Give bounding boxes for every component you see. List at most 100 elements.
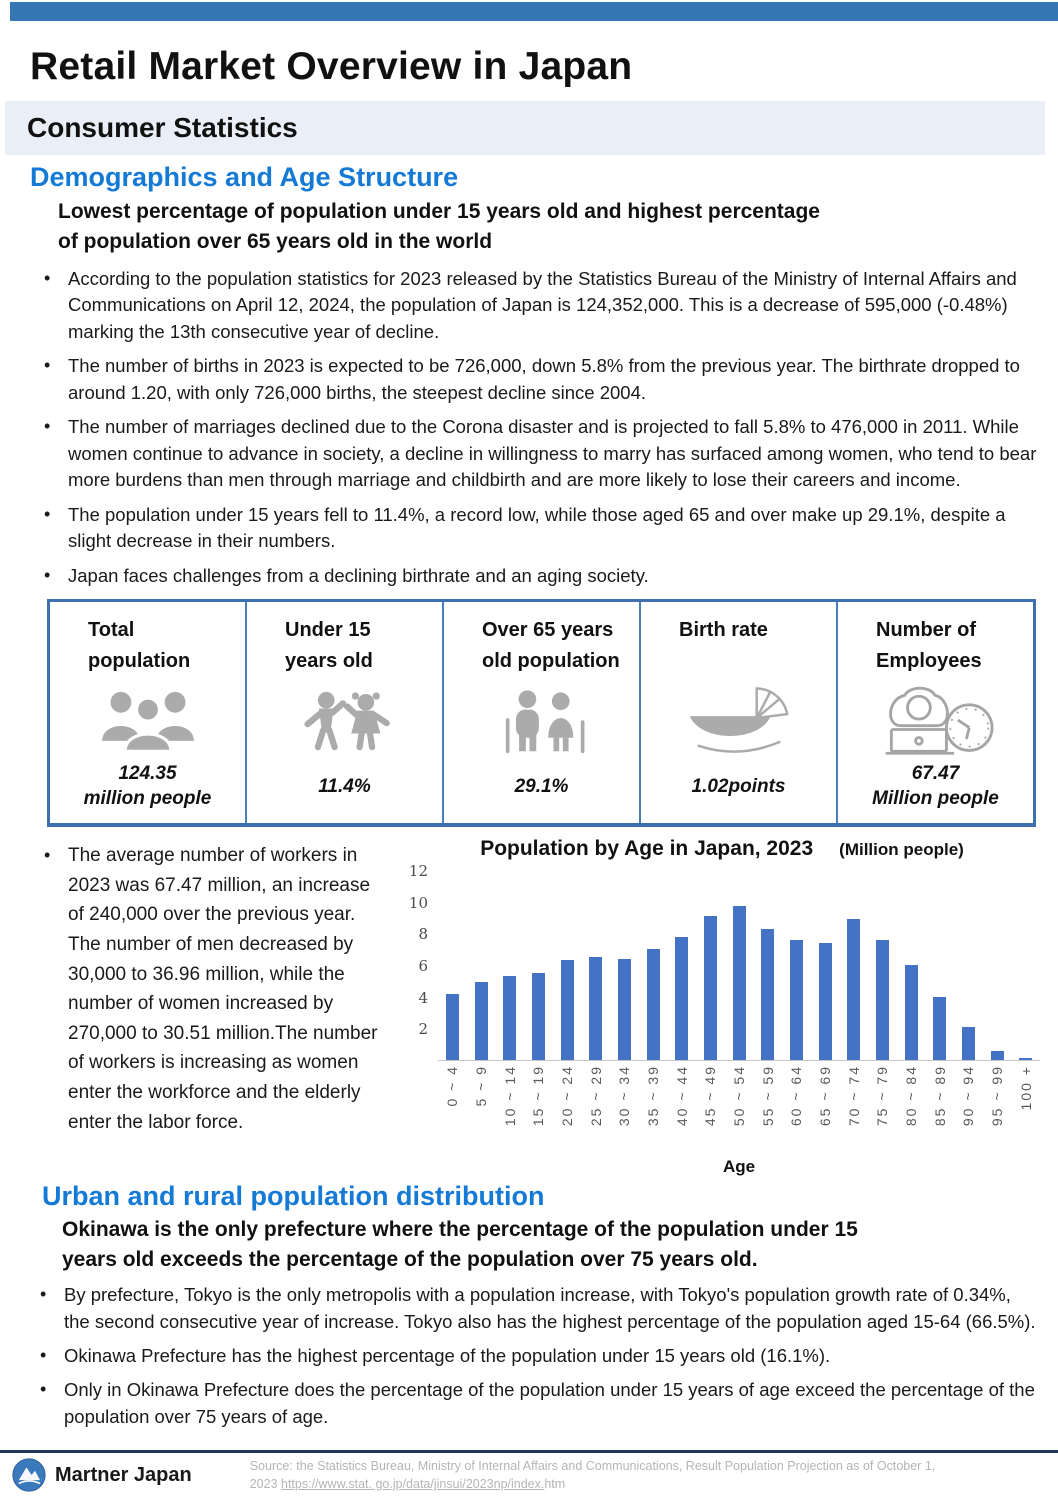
stat-card-value: 124.35 million people [83, 763, 212, 810]
stat-card-row: Total population 124.35 million people U… [47, 599, 1036, 828]
bar-50~54 [732, 906, 746, 1061]
bar-35~39 [646, 949, 660, 1061]
bullet-item: The number of births in 2023 is expected… [40, 353, 1040, 406]
stat-card-title: Over 65 years old population [482, 619, 620, 673]
bar-85~89 [933, 996, 947, 1061]
bullet-item: Okinawa Prefecture has the highest perce… [36, 1343, 1040, 1369]
bar-20~24 [560, 960, 574, 1061]
section-band-label: Consumer Statistics [27, 112, 298, 143]
chart-unit-label: (Million people) [839, 840, 964, 860]
workers-and-chart-row: The average number of workers in 2023 wa… [40, 835, 1058, 1177]
x-tick-label: 100 + [1017, 1065, 1034, 1111]
section-band: Consumer Statistics [5, 101, 1045, 155]
bullet-item: The population under 15 years fell to 11… [40, 502, 1040, 555]
employee-clock-icon [846, 679, 1025, 761]
y-tick-4: 4 [418, 988, 428, 1007]
x-tick-label: 0 ~ 4 [444, 1065, 461, 1107]
x-tick-label: 10 ~ 14 [501, 1065, 518, 1127]
source-link-suffix: htm [544, 1477, 566, 1491]
bar-45~49 [703, 915, 717, 1061]
stat-card-title: Birth rate [679, 619, 768, 642]
bar-75~79 [875, 939, 889, 1061]
bar-80~84 [904, 965, 918, 1061]
x-tick-label: 55 ~ 59 [759, 1065, 776, 1127]
population-age-chart: Population by Age in Japan, 2023 (Millio… [404, 835, 1040, 1177]
bullet-item: The number of marriages declined due to … [40, 414, 1040, 493]
x-tick-label: 40 ~ 44 [673, 1065, 690, 1127]
y-tick-6: 6 [418, 957, 428, 976]
x-tick-label: 35 ~ 39 [645, 1065, 662, 1127]
bar-60~64 [789, 939, 803, 1061]
urban-heading: Urban and rural population distribution [42, 1181, 545, 1212]
x-tick-label: 85 ~ 89 [931, 1065, 948, 1127]
elderly-couple-icon [452, 679, 631, 761]
stat-card-birth-rate: Birth rate 1.02points [641, 602, 838, 824]
globe-logo-icon [12, 1458, 46, 1492]
stat-card-value: 1.02points [691, 775, 786, 797]
bar-30~34 [617, 958, 631, 1061]
y-axis: 2 4 6 8 10 12 [404, 862, 438, 1061]
cradle-icon [649, 679, 828, 761]
source-link[interactable]: https://www.stat. go.jp/data/jinsui/2023… [281, 1477, 545, 1491]
stat-card-value: 11.4% [318, 775, 371, 797]
bar-5~9 [474, 982, 488, 1061]
x-tick-label: 60 ~ 64 [788, 1065, 805, 1127]
bar-95~99 [990, 1050, 1004, 1061]
stat-card-total-population: Total population 124.35 million people [50, 602, 247, 824]
stat-card-under-15: Under 15 years old 11.4% [247, 602, 444, 824]
people-group-icon [58, 679, 237, 761]
source-text: Source: the Statistics Bureau, Ministry … [250, 1457, 936, 1493]
stat-card-title: Under 15 years old [285, 619, 373, 673]
x-tick-label: 95 ~ 99 [989, 1065, 1006, 1127]
top-accent-bar [10, 2, 1058, 21]
bullet-item: By prefecture, Tokyo is the only metropo… [36, 1282, 1040, 1335]
y-tick-2: 2 [418, 1020, 428, 1039]
x-tick-label: 20 ~ 24 [559, 1065, 576, 1127]
x-tick-label: 75 ~ 79 [874, 1065, 891, 1127]
demographics-heading: Demographics and Age Structure [30, 162, 459, 192]
bar-55~59 [761, 928, 775, 1061]
x-tick-label: 15 ~ 19 [530, 1065, 547, 1127]
y-tick-10: 10 [408, 893, 428, 912]
x-tick-label: 30 ~ 34 [616, 1065, 633, 1127]
chart-title: Population by Age in Japan, 2023 [480, 837, 814, 861]
bar-90~94 [961, 1026, 975, 1061]
footer: Martner Japan Source: the Statistics Bur… [0, 1450, 1058, 1497]
x-tick-label: 70 ~ 74 [845, 1065, 862, 1127]
bar-65~69 [818, 942, 832, 1061]
x-tick-label: 25 ~ 29 [587, 1065, 604, 1127]
children-icon [255, 679, 434, 761]
workers-note: The average number of workers in 2023 wa… [40, 835, 398, 1177]
stat-card-employees: Number of Employees [838, 602, 1033, 823]
bar-0~4 [445, 993, 459, 1061]
bullet-item: Only in Okinawa Prefecture does the perc… [36, 1377, 1040, 1430]
bar-40~44 [675, 936, 689, 1061]
stat-card-value: 29.1% [514, 775, 569, 797]
demographics-bullets: According to the population statistics f… [40, 266, 1040, 589]
bar-15~19 [531, 972, 545, 1061]
stat-card-title: Total population [88, 619, 191, 673]
x-axis-title: Age [722, 1157, 756, 1177]
bar-70~74 [847, 919, 861, 1061]
x-tick-label: 5 ~ 9 [473, 1065, 489, 1107]
bar-25~29 [589, 957, 603, 1061]
source-line1: Source: the Statistics Bureau, Ministry … [249, 1458, 936, 1473]
bullet-item: According to the population statistics f… [40, 266, 1040, 345]
brand-name: Martner Japan [55, 1463, 192, 1486]
urban-subtitle: Okinawa is the only prefecture where the… [62, 1218, 858, 1272]
bullet-item: Japan faces challenges from a declining … [40, 563, 1040, 589]
x-tick-label: 90 ~ 94 [960, 1065, 977, 1127]
stat-card-title: Number of Employees [876, 619, 982, 673]
x-axis-labels: 0 ~ 4 5 ~ 9 10 ~ 14 15 ~ 19 20 ~ 24 25 ~ 29 30… [438, 1065, 1040, 1161]
x-tick-label: 45 ~ 49 [702, 1065, 719, 1127]
x-tick-label: 80 ~ 84 [903, 1065, 920, 1127]
y-tick-8: 8 [418, 925, 428, 944]
demographics-subtitle: Lowest percentage of population under 15… [58, 200, 820, 254]
urban-bullets: By prefecture, Tokyo is the only metropo… [36, 1282, 1040, 1430]
stat-card-over-65: Over 65 years old population 29.1% [444, 602, 641, 824]
bar-100+ [1019, 1058, 1033, 1061]
x-tick-label: 65 ~ 69 [817, 1065, 834, 1127]
x-tick-label: 50 ~ 54 [731, 1065, 748, 1127]
bar-10~14 [503, 976, 517, 1061]
